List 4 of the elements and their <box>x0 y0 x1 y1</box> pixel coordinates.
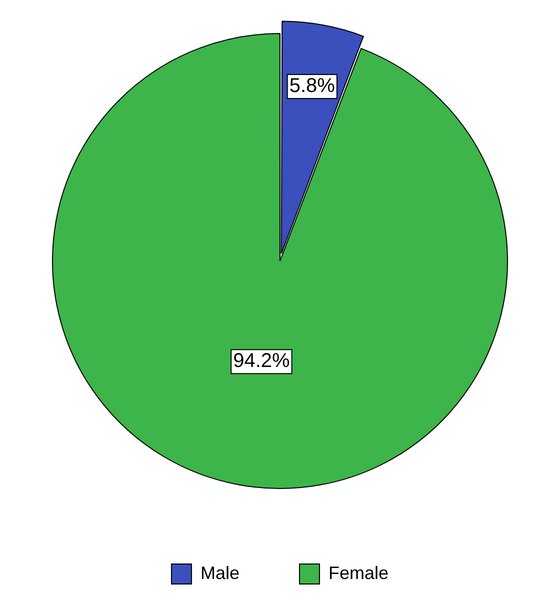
legend-label: Female <box>328 562 389 583</box>
data-label: 5.8% <box>289 75 336 98</box>
data-label: 94.2% <box>233 350 290 372</box>
legend-label: Male <box>200 562 240 583</box>
